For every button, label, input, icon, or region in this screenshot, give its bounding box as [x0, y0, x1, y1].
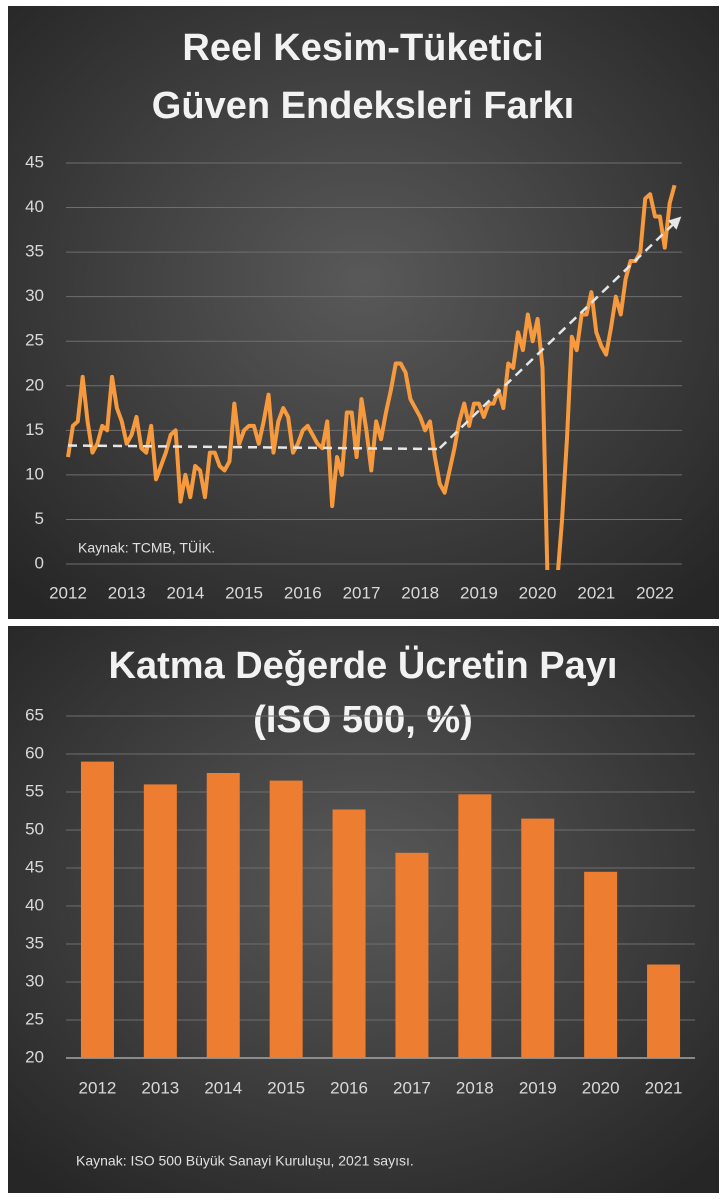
x-tick-label: 2012: [49, 583, 87, 602]
y-tick-label: 20: [25, 375, 44, 394]
y-tick-label: 60: [25, 743, 44, 762]
bar: [80, 761, 114, 1058]
y-tick-label: 0: [35, 553, 44, 572]
chart-title: (ISO 500, %): [253, 699, 473, 741]
x-tick-label: 2021: [577, 583, 615, 602]
bar: [395, 852, 429, 1058]
trend-line: [438, 216, 682, 450]
x-tick-label: 2017: [343, 583, 381, 602]
x-tick-label: 2014: [204, 1078, 242, 1097]
x-tick-label: 2013: [108, 583, 146, 602]
bar: [332, 809, 366, 1058]
x-tick-label: 2020: [582, 1078, 620, 1097]
x-tick-label: 2019: [460, 583, 498, 602]
bar: [458, 794, 492, 1058]
x-tick-label: 2022: [636, 583, 674, 602]
x-tick-label: 2020: [519, 583, 557, 602]
x-tick-label: 2012: [79, 1078, 117, 1097]
y-tick-label: 40: [25, 197, 44, 216]
y-tick-label: 25: [25, 1009, 44, 1028]
chart-title: Güven Endeksleri Farkı: [152, 85, 574, 127]
trend-line: [67, 444, 440, 451]
y-tick-label: 15: [25, 420, 44, 439]
x-tick-label: 2015: [225, 583, 263, 602]
x-tick-label: 2015: [267, 1078, 305, 1097]
bar: [269, 780, 303, 1058]
x-tick-label: 2021: [645, 1078, 683, 1097]
y-tick-label: 45: [25, 857, 44, 876]
y-tick-label: 40: [25, 895, 44, 914]
x-tick-label: 2018: [456, 1078, 494, 1097]
bar: [206, 773, 240, 1058]
source: Kaynak: TCMB, TÜİK.: [78, 539, 215, 556]
x-tick-label: 2019: [519, 1078, 557, 1097]
x-tick-label: 2013: [141, 1078, 179, 1097]
y-tick-label: 35: [25, 242, 44, 261]
y-tick-label: 20: [25, 1047, 44, 1066]
chart-title: Katma Değerde Ücretin Payı: [109, 644, 618, 687]
y-tick-label: 55: [25, 781, 44, 800]
bar: [584, 871, 618, 1058]
source: Kaynak: ISO 500 Büyük Sanayi Kuruluşu, 2…: [76, 1153, 414, 1169]
bar: [521, 818, 555, 1058]
x-tick-label: 2016: [330, 1078, 368, 1097]
y-tick-label: 50: [25, 819, 44, 838]
y-tick-label: 30: [25, 971, 44, 990]
y-tick-label: 10: [25, 464, 44, 483]
panel: [8, 6, 719, 619]
y-tick-label: 35: [25, 933, 44, 952]
y-tick-label: 45: [25, 152, 44, 171]
y-tick-label: 25: [25, 331, 44, 350]
y-tick-label: 5: [35, 509, 44, 528]
x-tick-label: 2017: [393, 1078, 431, 1097]
x-tick-label: 2014: [166, 583, 204, 602]
y-tick-label: 30: [25, 286, 44, 305]
data-line: [66, 184, 677, 570]
bar: [647, 964, 681, 1058]
x-tick-label: 2016: [284, 583, 322, 602]
chart-title: Reel Kesim-Tüketici: [182, 27, 543, 69]
bar: [143, 784, 177, 1058]
y-tick-label: 65: [25, 705, 44, 724]
x-tick-label: 2018: [401, 583, 439, 602]
